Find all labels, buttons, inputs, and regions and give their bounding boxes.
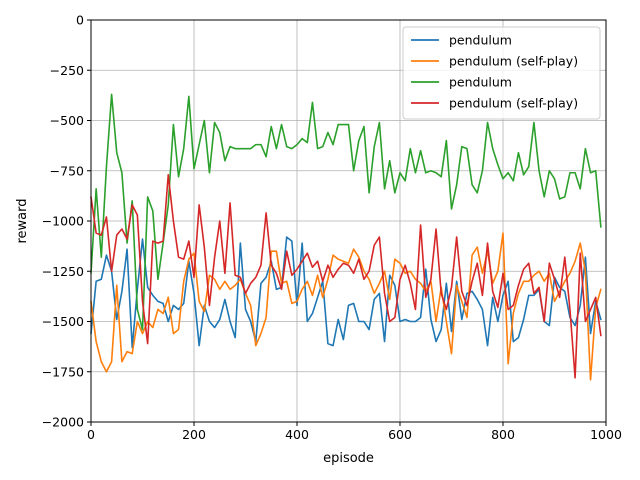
legend-label-3: pendulum [449,75,512,90]
x-tick-label: 0 [87,427,95,442]
x-tick-label: 800 [491,427,515,442]
legend-label-2: pendulum (self-play) [449,54,578,69]
series-line-3 [90,93,602,331]
series-lines [90,93,602,381]
y-tick-label: 0 [76,13,84,28]
legend-label-1: pendulum [449,33,512,48]
y-axis-label: reward [15,198,30,243]
legend: pendulum pendulum (self-play) pendulum pend… [402,26,601,120]
y-tick-label: −750 [50,163,84,178]
series-line-2 [90,232,602,381]
axis-ticks: 0 200 400 600 800 1000 0 −250 −500 −750 −1000 −1250… [42,13,622,443]
x-tick-label: 1000 [590,427,622,442]
x-tick-label: 600 [388,427,412,442]
legend-label-4: pendulum (self-play) [449,96,578,111]
y-tick-label: −1250 [42,264,84,279]
x-tick-label: 200 [182,427,206,442]
y-tick-label: −250 [50,63,84,78]
x-axis-label: episode [323,451,374,466]
y-tick-label: −1500 [42,314,84,329]
x-tick-label: 400 [285,427,309,442]
series-line-4 [90,173,602,379]
legend-box [402,26,601,120]
y-tick-label: −1750 [42,364,84,379]
y-tick-label: −500 [50,113,84,128]
series-line-1 [90,236,602,349]
y-tick-label: −1000 [42,214,84,229]
y-tick-label: −2000 [42,415,84,430]
